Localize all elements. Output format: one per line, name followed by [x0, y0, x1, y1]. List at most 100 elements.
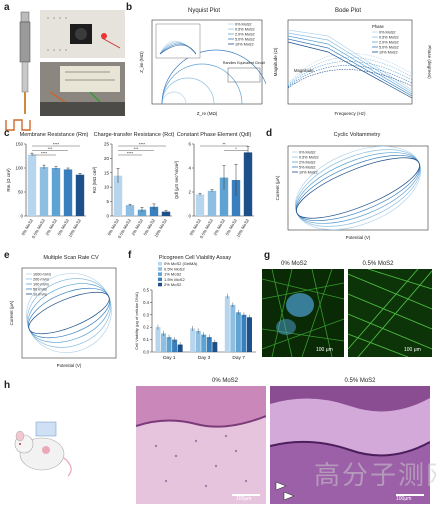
- legend-label: 2.0% MoS2: [379, 41, 399, 45]
- cv-loop: [296, 157, 420, 219]
- nyquist-curve: [161, 77, 215, 105]
- bar: [172, 339, 178, 352]
- photo-breadboard-bottom: [40, 62, 125, 116]
- bar: [231, 180, 241, 216]
- panel-label-c: c: [4, 128, 10, 139]
- panel-label-g: g: [264, 250, 271, 261]
- fluorescence-image-0: [262, 269, 344, 357]
- bar: [149, 206, 159, 216]
- h-scale-0: 100μm: [236, 496, 252, 502]
- x-tick-label: Day 7: [232, 355, 245, 361]
- legend-label: 1% MoS2: [164, 272, 182, 277]
- bar: [39, 167, 49, 216]
- legend-label: 0.5% MoS2: [164, 266, 185, 271]
- coil-electrode-drawing: [4, 118, 44, 132]
- panel-label-a: a: [4, 2, 10, 13]
- bode-title: Bode Plot: [334, 8, 362, 14]
- plot-frame: [21, 267, 117, 359]
- significance-label: ****: [53, 142, 60, 147]
- panel-label-b: b: [126, 2, 133, 13]
- x-axis-label: Potential (V): [57, 363, 82, 368]
- photo-electrode: [14, 10, 36, 118]
- bar: [190, 328, 196, 352]
- phase-curve: [287, 57, 413, 86]
- legend-label: 2.0% MoS2: [235, 33, 255, 37]
- phase-label: Phase: [372, 24, 385, 29]
- y-tick-label: 6: [188, 142, 191, 147]
- nyquist-curve: [161, 49, 266, 105]
- nyquist-curve: [161, 63, 243, 105]
- nyquist-inset: [155, 23, 201, 59]
- y-tick-label: 10: [104, 185, 110, 190]
- h-label-0: 0% MoS2: [211, 378, 238, 384]
- fluorescence-texture-1: [348, 269, 432, 357]
- y-axis-label: Rm (Ω cm²): [6, 168, 11, 192]
- y-tick-label: 25: [104, 142, 110, 147]
- histology-image-0: [136, 386, 266, 504]
- y2-axis-label: Phase (degrees): [427, 45, 432, 79]
- significance-label: ***: [48, 146, 53, 151]
- y-tick-label: 0.1: [143, 337, 149, 342]
- breadboard-illustration: [40, 10, 125, 58]
- legend-label: 0% MoS2: [299, 151, 315, 155]
- rm-title: Membrane Resistance (Rm): [19, 132, 89, 138]
- bar: [177, 344, 183, 352]
- x-tick-label: Day 3: [198, 355, 211, 361]
- legend-label: 50 mV/s: [33, 288, 47, 292]
- significance-label: ***: [134, 146, 139, 151]
- bar: [230, 304, 236, 352]
- y-tick-label: 5: [106, 199, 109, 204]
- watermark: 高分子测网: [314, 461, 436, 491]
- g-label-0: 0% MoS2: [280, 261, 307, 267]
- legend-label: 1000 mV/s: [33, 273, 51, 277]
- bar: [125, 205, 135, 216]
- magnitude-curve: [287, 29, 413, 91]
- electrode-illustration: [19, 11, 31, 114]
- circuit-box: [227, 67, 261, 83]
- msr-title: Multiple Scan Rate CV: [43, 255, 99, 261]
- bar: [63, 169, 73, 216]
- legend-swatch: [158, 282, 162, 287]
- panel-label-f: f: [128, 250, 132, 261]
- picogreen-title: Picogreen Cell Viability Assay: [158, 255, 232, 261]
- bar: [243, 152, 253, 216]
- y-tick-label: 0.2: [143, 325, 149, 330]
- cv-title: Cyclic Voltammetry: [333, 132, 381, 138]
- picogreen-bar-chart: 0.0 0.1 0.2 0.3 0.4 0.5 Cell Viability (μg of …: [134, 261, 256, 361]
- panel-label-d: d: [266, 128, 273, 139]
- y-axis-label: Magnitude (Ω): [273, 47, 278, 76]
- phase-curve: [287, 65, 413, 88]
- legend-label: 0.5% MoS2: [235, 28, 255, 32]
- bar: [241, 314, 247, 352]
- bar: [206, 337, 212, 352]
- nyquist-curve: [161, 91, 187, 105]
- legend-swatch: [158, 277, 162, 282]
- y-tick-label: 0.0: [143, 350, 149, 355]
- magnitude-curve: [287, 35, 413, 95]
- y-tick-label: 100: [15, 166, 23, 171]
- phase-curve: [287, 61, 413, 87]
- y-axis-label: Current (μA): [275, 175, 280, 200]
- bar: [137, 209, 147, 216]
- photo-breadboard-top: [40, 10, 125, 58]
- plot-frame: [287, 19, 413, 105]
- y-axis-label: Current (μA): [9, 300, 14, 325]
- panel-label-h: h: [4, 380, 11, 391]
- y-tick-label: 0: [188, 214, 191, 219]
- histology-image-1: [270, 386, 430, 504]
- legend-label: 0% MoS2 (GelMA): [164, 261, 198, 266]
- setup-illustration: [40, 62, 125, 116]
- qdl-title: Constant Phase Element (Qdl): [176, 132, 252, 138]
- bar: [155, 327, 161, 352]
- g-label-1: 0.5% MoS2: [362, 261, 394, 267]
- significance-label: *: [235, 146, 237, 151]
- bar: [161, 333, 167, 352]
- y-axis-label: Cell Viability (μg of cellular DNA): [134, 291, 139, 349]
- significance-label: ****: [127, 151, 134, 156]
- h-scale-1: 100μm: [396, 496, 412, 502]
- cv-loop: [28, 291, 110, 335]
